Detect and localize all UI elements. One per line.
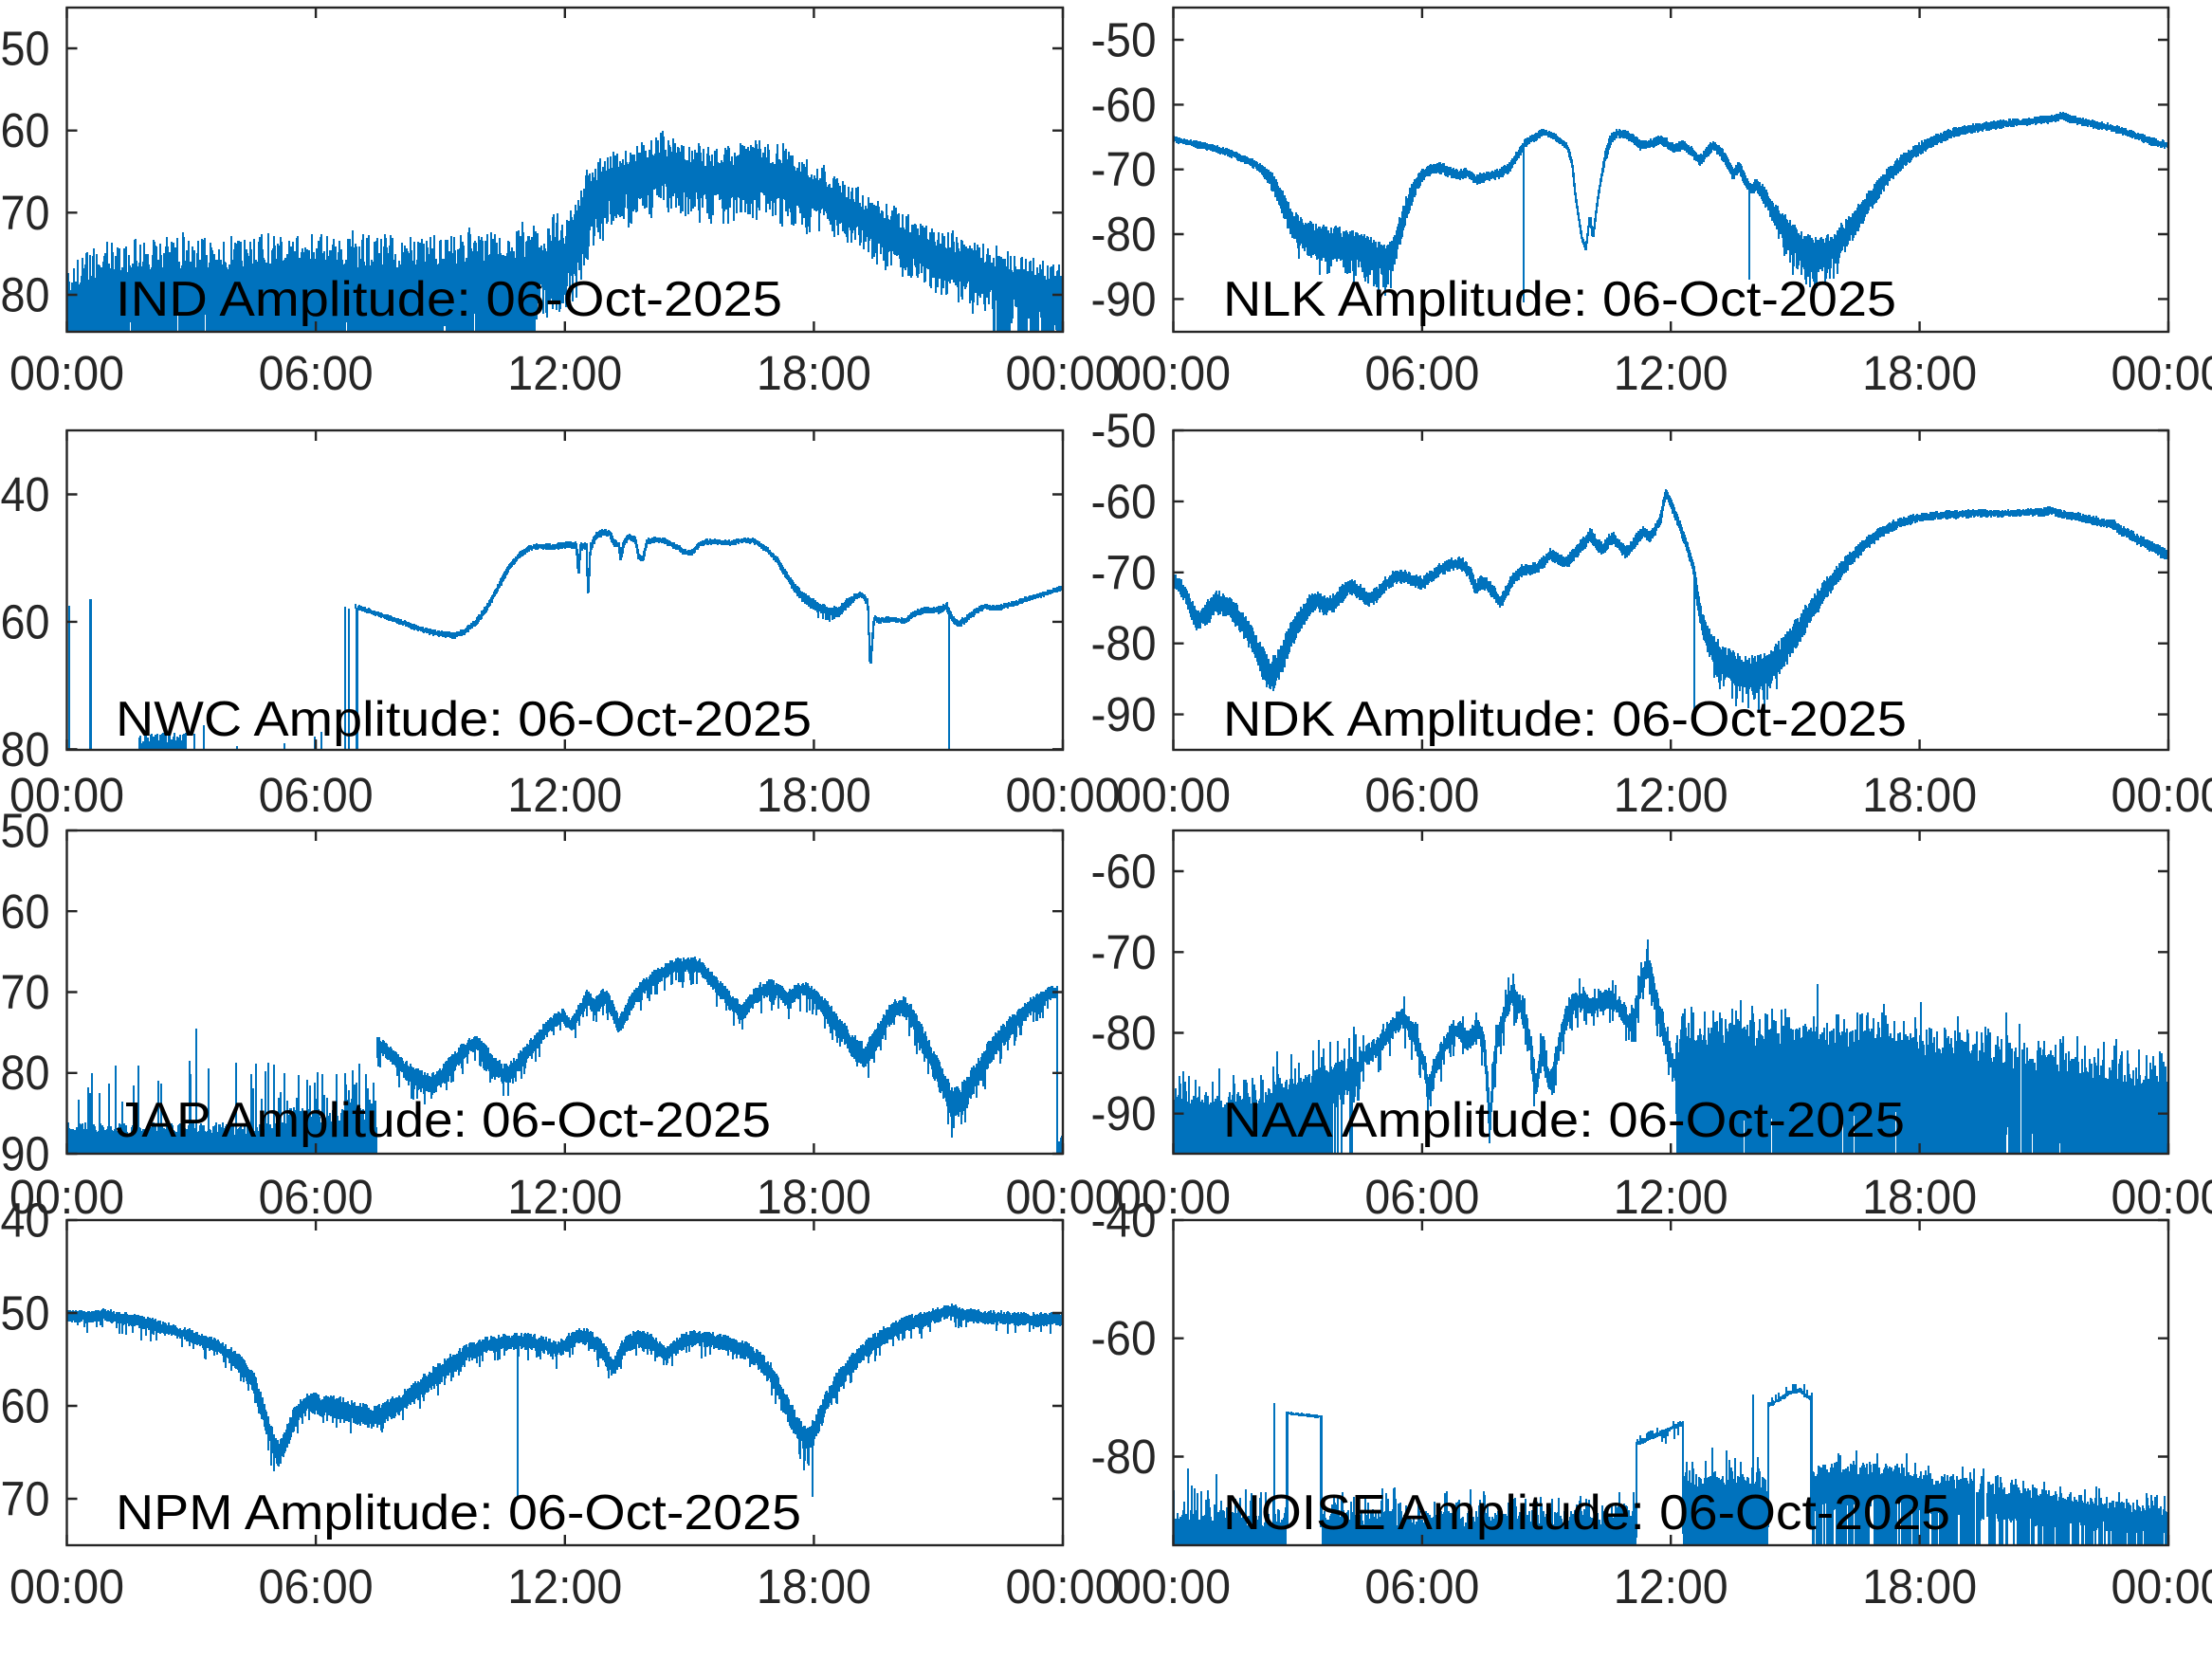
svg-text:-80: -80 (1091, 616, 1157, 670)
svg-text:90: 90 (1, 1127, 50, 1181)
svg-text:06:00: 06:00 (1364, 1170, 1479, 1224)
svg-text:NDK Amplitude: 06-Oct-2025: NDK Amplitude: 06-Oct-2025 (1223, 692, 1907, 747)
svg-text:NPM Amplitude: 06-Oct-2025: NPM Amplitude: 06-Oct-2025 (116, 1486, 801, 1540)
svg-text:00:00: 00:00 (1116, 768, 1231, 822)
svg-text:06:00: 06:00 (259, 768, 374, 822)
svg-text:-50: -50 (1091, 13, 1157, 67)
svg-text:60: 60 (1, 103, 50, 157)
svg-text:60: 60 (1, 884, 50, 939)
svg-text:-90: -90 (1091, 272, 1157, 326)
svg-text:40: 40 (1, 467, 50, 521)
svg-text:12:00: 12:00 (507, 1170, 622, 1224)
svg-text:06:00: 06:00 (1364, 346, 1479, 400)
svg-text:NAA Amplitude: 06-Oct-2025: NAA Amplitude: 06-Oct-2025 (1223, 1093, 1905, 1148)
svg-text:IND Amplitude: 06-Oct-2025: IND Amplitude: 06-Oct-2025 (116, 272, 782, 327)
svg-text:12:00: 12:00 (1614, 768, 1728, 822)
svg-text:JAP Amplitude: 06-Oct-2025: JAP Amplitude: 06-Oct-2025 (116, 1093, 771, 1148)
svg-text:18:00: 18:00 (757, 346, 871, 400)
svg-text:-70: -70 (1091, 142, 1157, 196)
svg-text:00:00: 00:00 (9, 1559, 124, 1613)
svg-text:06:00: 06:00 (1364, 768, 1479, 822)
svg-text:60: 60 (1, 1379, 50, 1433)
svg-text:70: 70 (1, 965, 50, 1019)
svg-text:50: 50 (1, 804, 50, 858)
svg-text:80: 80 (1, 268, 50, 322)
svg-text:06:00: 06:00 (259, 1559, 374, 1613)
svg-text:12:00: 12:00 (507, 768, 622, 822)
svg-text:NWC Amplitude: 06-Oct-2025: NWC Amplitude: 06-Oct-2025 (116, 692, 812, 747)
svg-text:06:00: 06:00 (259, 346, 374, 400)
svg-text:80: 80 (1, 722, 50, 776)
svg-text:00:00: 00:00 (9, 346, 124, 400)
svg-text:80: 80 (1, 1046, 50, 1100)
svg-text:-50: -50 (1091, 404, 1157, 458)
svg-text:40: 40 (1, 1194, 50, 1248)
svg-text:70: 70 (1, 186, 50, 240)
svg-text:50: 50 (1, 1286, 50, 1340)
svg-text:-80: -80 (1091, 1006, 1157, 1060)
svg-text:18:00: 18:00 (1862, 1170, 1977, 1224)
svg-text:00:00: 00:00 (1116, 1170, 1231, 1224)
svg-text:00:00: 00:00 (1006, 768, 1121, 822)
svg-text:12:00: 12:00 (1614, 1170, 1728, 1224)
svg-text:12:00: 12:00 (1614, 346, 1728, 400)
svg-text:-60: -60 (1091, 845, 1157, 899)
svg-text:18:00: 18:00 (1862, 768, 1977, 822)
svg-text:18:00: 18:00 (757, 1170, 871, 1224)
svg-text:12:00: 12:00 (1614, 1559, 1728, 1613)
svg-text:18:00: 18:00 (1862, 1559, 1977, 1613)
svg-text:00:00: 00:00 (2111, 1559, 2212, 1613)
svg-text:00:00: 00:00 (2111, 1170, 2212, 1224)
svg-text:-70: -70 (1091, 925, 1157, 979)
svg-text:-80: -80 (1091, 1430, 1157, 1484)
svg-text:-90: -90 (1091, 687, 1157, 741)
svg-text:70: 70 (1, 1472, 50, 1526)
svg-text:18:00: 18:00 (1862, 346, 1977, 400)
svg-text:00:00: 00:00 (2111, 346, 2212, 400)
svg-text:06:00: 06:00 (259, 1170, 374, 1224)
svg-text:-40: -40 (1091, 1194, 1157, 1248)
svg-text:-60: -60 (1091, 1311, 1157, 1365)
svg-text:50: 50 (1, 22, 50, 76)
svg-text:00:00: 00:00 (2111, 768, 2212, 822)
svg-text:-60: -60 (1091, 78, 1157, 132)
svg-text:00:00: 00:00 (1116, 346, 1231, 400)
svg-text:00:00: 00:00 (1116, 1559, 1231, 1613)
svg-text:-60: -60 (1091, 474, 1157, 528)
svg-text:06:00: 06:00 (1364, 1559, 1479, 1613)
svg-text:00:00: 00:00 (9, 1170, 124, 1224)
svg-text:-70: -70 (1091, 545, 1157, 599)
svg-text:00:00: 00:00 (1006, 1170, 1121, 1224)
svg-text:12:00: 12:00 (507, 1559, 622, 1613)
svg-text:18:00: 18:00 (757, 768, 871, 822)
svg-text:-90: -90 (1091, 1086, 1157, 1140)
svg-text:18:00: 18:00 (757, 1559, 871, 1613)
svg-text:60: 60 (1, 594, 50, 648)
svg-text:00:00: 00:00 (9, 768, 124, 822)
svg-text:00:00: 00:00 (1006, 1559, 1121, 1613)
svg-text:NLK Amplitude: 06-Oct-2025: NLK Amplitude: 06-Oct-2025 (1223, 272, 1896, 327)
svg-text:00:00: 00:00 (1006, 346, 1121, 400)
svg-text:-80: -80 (1091, 208, 1157, 262)
svg-text:12:00: 12:00 (507, 346, 622, 400)
svg-text:NOISE Amplitude: 06-Oct-2025: NOISE Amplitude: 06-Oct-2025 (1223, 1486, 1950, 1540)
